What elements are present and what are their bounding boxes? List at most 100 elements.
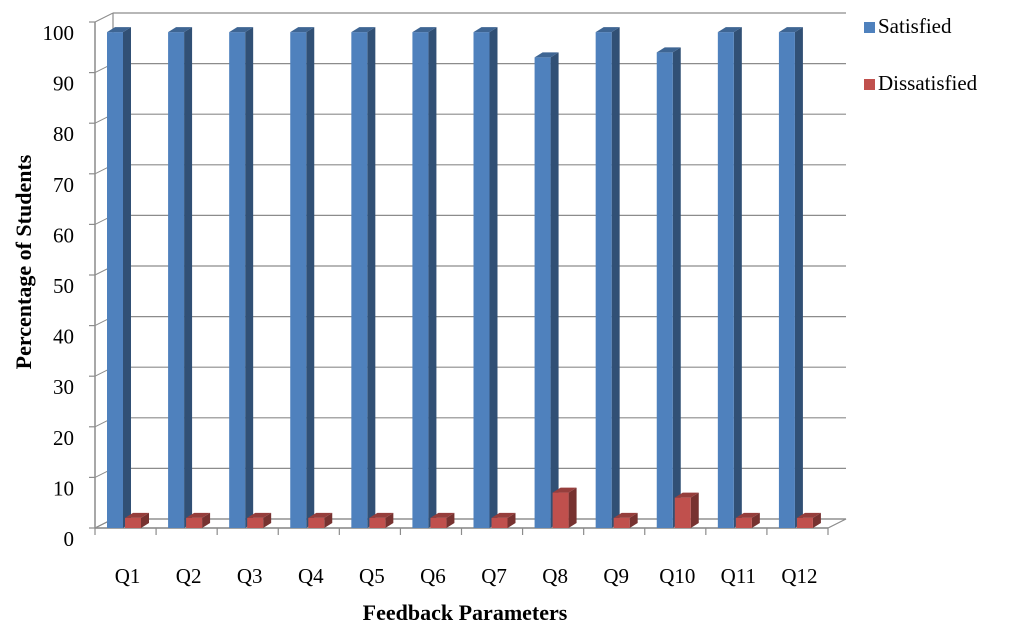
bar-side — [794, 27, 803, 529]
bar-top — [717, 27, 742, 33]
y-axis-title: Percentage of Students — [11, 154, 36, 369]
bar-top — [552, 487, 577, 493]
x-tick-label: Q7 — [481, 564, 507, 588]
y-tick-label: 10 — [53, 476, 74, 500]
legend-swatch — [864, 79, 875, 90]
bar-front — [107, 32, 123, 529]
bar-front — [229, 32, 246, 529]
bar-dissatisfied-q3 — [247, 512, 272, 528]
bar-dissatisfied-q12 — [796, 512, 821, 528]
bar-front — [613, 517, 630, 528]
y-tick-label: 100 — [43, 21, 75, 45]
x-tick-label: Q8 — [542, 564, 568, 588]
bar-satisfied-q1 — [107, 27, 131, 529]
bar-front — [308, 517, 325, 528]
bar-satisfied-q6 — [412, 27, 437, 529]
bar-side — [141, 512, 149, 528]
x-tick-label: Q1 — [115, 564, 141, 588]
bar-top — [674, 492, 699, 498]
bar-front — [186, 517, 203, 528]
bar-top — [247, 512, 272, 518]
bar-top — [412, 27, 437, 33]
y-tick-label: 60 — [53, 223, 74, 247]
bar-side — [184, 27, 193, 529]
bar-side — [812, 512, 821, 528]
bar-top — [595, 27, 620, 33]
bar-top — [308, 512, 333, 518]
bar-side — [123, 27, 131, 529]
y-tick-label: 40 — [53, 325, 74, 349]
bar-top — [473, 27, 498, 33]
bar-front — [796, 517, 813, 528]
bar-front — [369, 517, 386, 528]
bar-side — [690, 492, 699, 528]
y-tick-label: 90 — [53, 72, 74, 96]
bar-side — [733, 27, 742, 529]
bar-front — [674, 497, 691, 528]
legend-item-satisfied: Satisfied — [864, 14, 952, 38]
bar-side — [629, 512, 638, 528]
bar-top — [430, 512, 455, 518]
bar-top — [125, 512, 149, 518]
bar-top — [351, 27, 376, 33]
bar-satisfied-q11 — [717, 27, 742, 529]
legend-swatch — [864, 22, 875, 33]
bar-top — [369, 512, 394, 518]
bar-satisfied-q10 — [656, 47, 681, 529]
bar-top — [491, 512, 516, 518]
bar-side — [507, 512, 516, 528]
bar-top — [735, 512, 760, 518]
bar-top — [778, 27, 803, 33]
bar-dissatisfied-q10 — [674, 492, 699, 528]
bar-front — [717, 32, 734, 529]
x-tick-label: Q6 — [420, 564, 446, 588]
bar-front — [595, 32, 612, 529]
bar-front — [125, 517, 141, 528]
y-tick-labels: 0 10 20 30 40 50 60 70 80 90 100 — [43, 21, 75, 551]
bar-dissatisfied-q4 — [308, 512, 333, 528]
bar-side — [245, 27, 254, 529]
bar-top — [656, 47, 681, 53]
x-tick-label: Q5 — [359, 564, 385, 588]
x-tick-label: Q9 — [603, 564, 629, 588]
bar-side — [672, 47, 681, 529]
bar-front — [534, 57, 551, 529]
bar-front — [247, 517, 264, 528]
bar-satisfied-q9 — [595, 27, 620, 529]
bar-front — [412, 32, 429, 529]
x-tick-label: Q3 — [237, 564, 263, 588]
bar-front — [491, 517, 508, 528]
bar-front — [168, 32, 185, 529]
bar-front — [351, 32, 368, 529]
bar-satisfied-q7 — [473, 27, 498, 529]
bar-satisfied-q4 — [290, 27, 315, 529]
bar-dissatisfied-q9 — [613, 512, 638, 528]
bar-top — [613, 512, 638, 518]
bar-front — [552, 492, 569, 528]
bar-side — [751, 512, 760, 528]
legend-item-dissatisfied: Dissatisfied — [864, 71, 978, 95]
bar-side — [446, 512, 455, 528]
y-tick-label: 50 — [53, 274, 74, 298]
bar-dissatisfied-q7 — [491, 512, 516, 528]
bar-side — [306, 27, 315, 529]
bar-side — [385, 512, 394, 528]
bar-top — [186, 512, 211, 518]
bar-front — [735, 517, 752, 528]
bar-front — [430, 517, 447, 528]
bar-side — [202, 512, 211, 528]
bar-satisfied-q2 — [168, 27, 193, 529]
bar-dissatisfied-q1 — [125, 512, 149, 528]
x-tick-label: Q2 — [176, 564, 202, 588]
bar-top — [229, 27, 254, 33]
gridline-side — [94, 12, 114, 23]
x-tick-label: Q10 — [659, 564, 695, 588]
bar-satisfied-q5 — [351, 27, 376, 529]
x-tick-label: Q11 — [721, 564, 756, 588]
y-tick-label: 70 — [53, 173, 74, 197]
legend: Satisfied Dissatisfied — [864, 14, 978, 95]
bar-dissatisfied-q2 — [186, 512, 211, 528]
bar-front — [290, 32, 307, 529]
